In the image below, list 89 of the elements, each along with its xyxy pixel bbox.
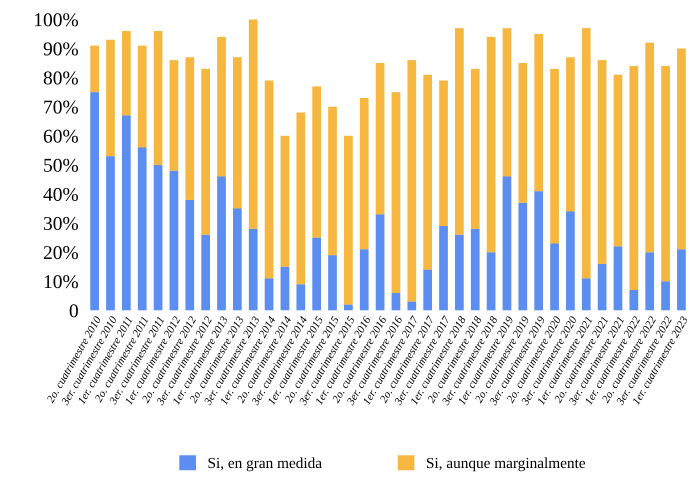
y-tick-label: 10% xyxy=(44,275,78,288)
bar xyxy=(280,136,290,267)
bar xyxy=(185,57,194,200)
bar xyxy=(407,302,416,310)
bar xyxy=(598,60,606,264)
bar xyxy=(550,243,559,310)
bar xyxy=(280,266,290,310)
bar xyxy=(486,36,496,252)
bar xyxy=(629,66,638,290)
bar xyxy=(614,246,622,310)
y-tick-label: 80% xyxy=(44,71,78,85)
legend-label: Si, aunque marginalmente xyxy=(426,457,586,472)
bar xyxy=(566,57,575,212)
bar xyxy=(376,63,384,214)
y-tick-label: 30% xyxy=(44,216,78,230)
bar xyxy=(312,238,322,310)
bar xyxy=(138,46,147,148)
bar xyxy=(455,28,464,235)
y-tick-label: 0 xyxy=(70,304,78,318)
y-tick-label: 90% xyxy=(44,42,78,56)
bar xyxy=(328,255,337,310)
bar xyxy=(217,36,226,177)
bar xyxy=(185,200,194,310)
bar xyxy=(518,63,528,203)
bar xyxy=(90,92,99,310)
bar xyxy=(201,234,210,310)
bar xyxy=(201,68,210,235)
bar xyxy=(614,74,622,246)
bar xyxy=(407,60,416,302)
bar xyxy=(629,290,638,310)
bar xyxy=(232,57,242,209)
bar xyxy=(296,112,306,284)
bar xyxy=(360,98,369,250)
bar xyxy=(344,304,353,310)
bar xyxy=(502,176,512,310)
bar xyxy=(455,234,464,310)
bar xyxy=(154,31,162,165)
bar xyxy=(582,28,591,278)
bar xyxy=(534,191,544,310)
bar xyxy=(486,252,496,310)
bar xyxy=(677,48,686,250)
bar xyxy=(518,202,528,310)
bar xyxy=(296,284,306,310)
bar xyxy=(439,80,448,226)
bar xyxy=(645,252,654,310)
bar xyxy=(328,106,337,256)
bar xyxy=(661,281,670,310)
bar xyxy=(248,228,258,310)
bar xyxy=(106,156,115,310)
bar xyxy=(470,228,480,310)
bar xyxy=(566,211,575,310)
legend-label: Si, en gran medida xyxy=(208,457,322,472)
y-tick-label: 100% xyxy=(35,13,78,26)
bar xyxy=(392,292,400,310)
bar xyxy=(248,19,258,229)
bar xyxy=(470,68,480,229)
bar xyxy=(360,249,369,310)
bar xyxy=(138,147,147,310)
bar xyxy=(534,34,544,192)
bar xyxy=(661,66,670,282)
bar xyxy=(264,278,274,310)
bar xyxy=(376,214,384,310)
y-tick-label: 60% xyxy=(44,130,78,143)
bar xyxy=(170,60,178,171)
bar xyxy=(122,31,131,116)
bar xyxy=(502,28,512,177)
bar xyxy=(154,164,162,310)
y-tick-label: 40% xyxy=(43,188,78,201)
bar xyxy=(232,208,242,310)
bar xyxy=(106,40,115,156)
bar xyxy=(582,278,591,310)
bar xyxy=(170,170,178,310)
bar xyxy=(423,74,432,270)
bar xyxy=(645,42,654,252)
bar xyxy=(264,80,274,278)
bar xyxy=(598,264,606,310)
y-tick-label: 50% xyxy=(44,158,78,172)
bar xyxy=(677,249,686,310)
bar xyxy=(344,136,353,305)
bar xyxy=(312,86,322,238)
bar xyxy=(392,92,400,293)
bar xyxy=(423,270,432,310)
bar xyxy=(90,46,99,92)
bar xyxy=(122,115,131,310)
bar xyxy=(550,68,559,244)
y-tick-label: 70% xyxy=(44,100,78,114)
bar xyxy=(217,176,226,310)
bar xyxy=(439,226,448,310)
y-tick-label: 20% xyxy=(44,246,78,260)
